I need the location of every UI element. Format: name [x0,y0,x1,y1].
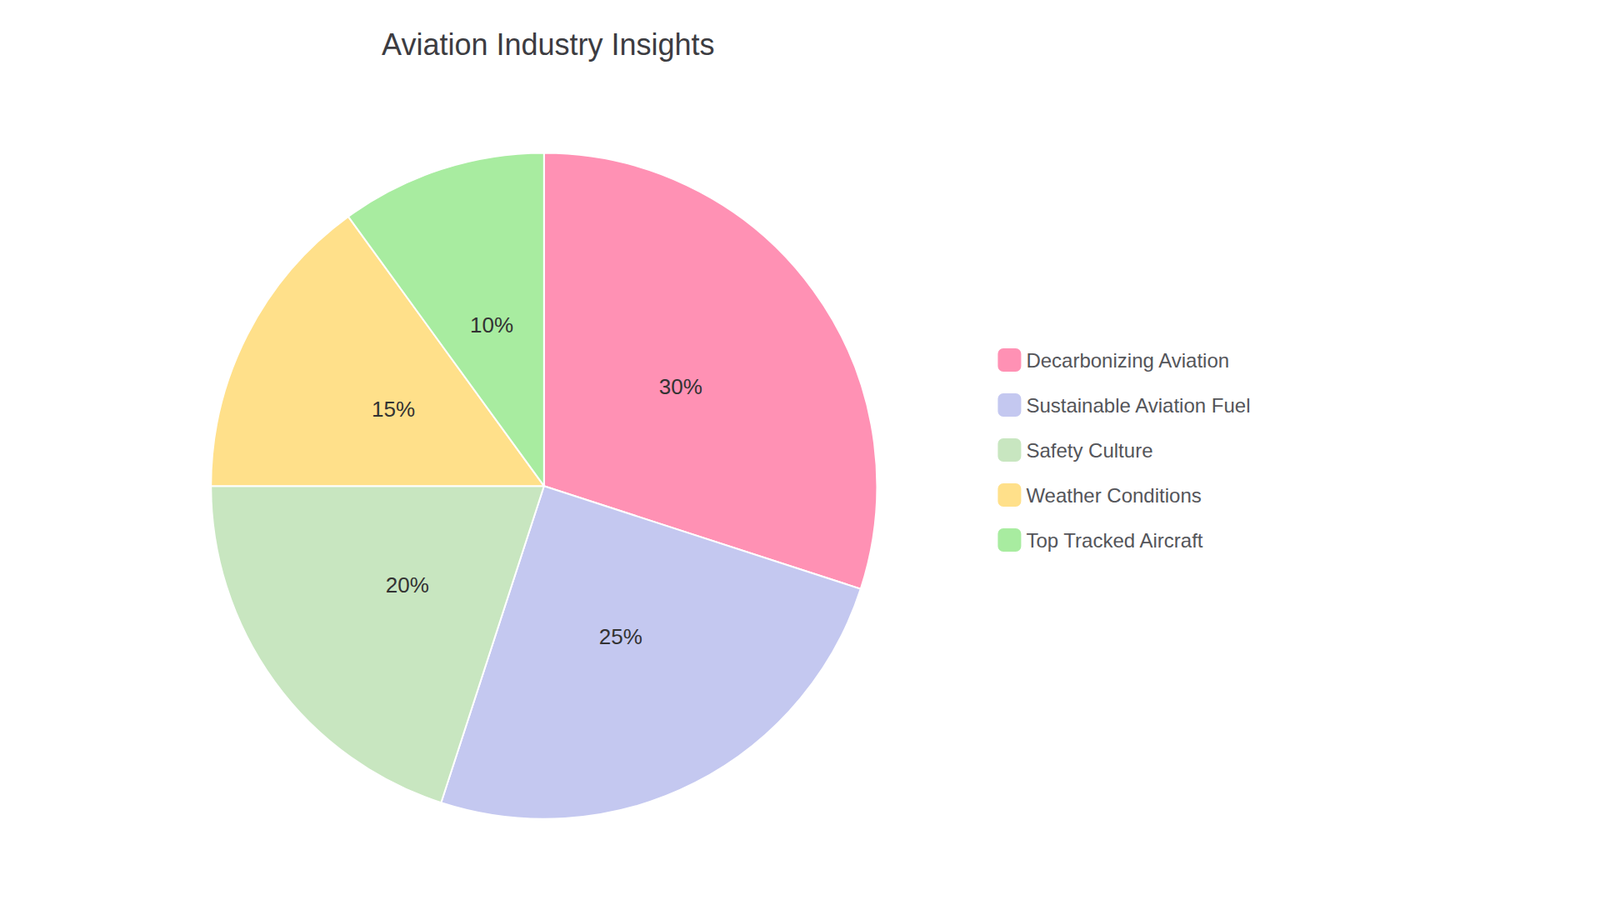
svg-text:Top Tracked Aircraft: Top Tracked Aircraft [1025,529,1203,552]
svg-text:Aviation Industry Insights: Aviation Industry Insights [381,27,715,62]
svg-text:25%: 25% [599,624,643,650]
svg-text:Sustainable Aviation Fuel: Sustainable Aviation Fuel [1025,394,1250,417]
svg-text:Weather Conditions: Weather Conditions [1025,484,1201,507]
svg-text:30%: 30% [659,374,703,400]
svg-text:15%: 15% [371,396,415,422]
svg-text:Safety Culture: Safety Culture [1025,439,1153,462]
svg-text:10%: 10% [470,312,514,338]
svg-text:Decarbonizing Aviation: Decarbonizing Aviation [1025,349,1230,372]
svg-text:20%: 20% [385,572,430,598]
